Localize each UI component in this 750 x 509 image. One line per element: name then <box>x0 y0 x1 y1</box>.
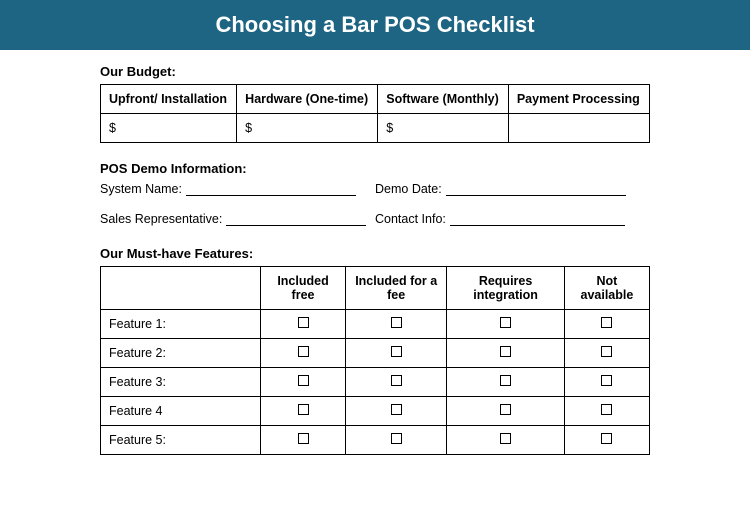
sales-rep-input[interactable] <box>226 212 366 226</box>
checkbox-icon[interactable] <box>500 375 511 386</box>
checkbox-icon[interactable] <box>601 346 612 357</box>
feature-checkbox-cell[interactable] <box>261 397 346 426</box>
checkbox-icon[interactable] <box>391 404 402 415</box>
feature-checkbox-cell[interactable] <box>564 368 649 397</box>
feature-checkbox-cell[interactable] <box>346 310 447 339</box>
features-label: Our Must-have Features: <box>100 246 650 261</box>
contact-info-label: Contact Info: <box>375 212 450 226</box>
checkbox-icon[interactable] <box>500 433 511 444</box>
budget-label: Our Budget: <box>100 64 650 79</box>
budget-val-upfront[interactable]: $ <box>101 114 237 143</box>
feature-name-cell: Feature 3: <box>101 368 261 397</box>
checkbox-icon[interactable] <box>298 375 309 386</box>
page-title: Choosing a Bar POS Checklist <box>215 12 534 37</box>
feature-checkbox-cell[interactable] <box>564 310 649 339</box>
demo-date-input[interactable] <box>446 182 626 196</box>
feature-checkbox-cell[interactable] <box>346 368 447 397</box>
feature-checkbox-cell[interactable] <box>346 426 447 455</box>
system-name-input[interactable] <box>186 182 356 196</box>
features-col-included-fee: Included for a fee <box>346 267 447 310</box>
feature-row: Feature 5: <box>101 426 650 455</box>
checkbox-icon[interactable] <box>391 375 402 386</box>
feature-checkbox-cell[interactable] <box>261 339 346 368</box>
checkbox-icon[interactable] <box>298 433 309 444</box>
feature-checkbox-cell[interactable] <box>564 339 649 368</box>
sales-rep-label: Sales Representative: <box>100 212 226 226</box>
demo-date-label: Demo Date: <box>375 182 446 196</box>
budget-col-upfront: Upfront/ Installation <box>101 85 237 114</box>
feature-checkbox-cell[interactable] <box>447 368 565 397</box>
budget-val-software[interactable]: $ <box>378 114 509 143</box>
feature-row: Feature 2: <box>101 339 650 368</box>
feature-name-cell: Feature 1: <box>101 310 261 339</box>
checkbox-icon[interactable] <box>500 404 511 415</box>
checkbox-icon[interactable] <box>298 317 309 328</box>
checkbox-icon[interactable] <box>298 346 309 357</box>
checkbox-icon[interactable] <box>500 317 511 328</box>
demo-section: POS Demo Information: System Name: Demo … <box>100 161 650 226</box>
checkbox-icon[interactable] <box>391 346 402 357</box>
feature-checkbox-cell[interactable] <box>346 397 447 426</box>
contact-info-input[interactable] <box>450 212 625 226</box>
feature-checkbox-cell[interactable] <box>447 426 565 455</box>
budget-val-payment[interactable] <box>508 114 649 143</box>
features-col-included-free: Included free <box>261 267 346 310</box>
feature-checkbox-cell[interactable] <box>564 426 649 455</box>
budget-col-hardware: Hardware (One-time) <box>237 85 378 114</box>
feature-row: Feature 3: <box>101 368 650 397</box>
checkbox-icon[interactable] <box>500 346 511 357</box>
demo-label: POS Demo Information: <box>100 161 650 176</box>
checkbox-icon[interactable] <box>601 404 612 415</box>
page-title-bar: Choosing a Bar POS Checklist <box>0 0 750 50</box>
features-col-blank <box>101 267 261 310</box>
feature-checkbox-cell[interactable] <box>261 368 346 397</box>
features-section: Our Must-have Features: Included free In… <box>100 246 650 455</box>
budget-col-payment: Payment Processing <box>508 85 649 114</box>
checkbox-icon[interactable] <box>391 317 402 328</box>
budget-col-software: Software (Monthly) <box>378 85 509 114</box>
feature-checkbox-cell[interactable] <box>447 310 565 339</box>
feature-checkbox-cell[interactable] <box>447 339 565 368</box>
features-col-not-available: Not available <box>564 267 649 310</box>
feature-name-cell: Feature 5: <box>101 426 261 455</box>
checkbox-icon[interactable] <box>601 317 612 328</box>
feature-checkbox-cell[interactable] <box>447 397 565 426</box>
feature-row: Feature 4 <box>101 397 650 426</box>
features-table: Included free Included for a fee Require… <box>100 266 650 455</box>
system-name-label: System Name: <box>100 182 186 196</box>
checkbox-icon[interactable] <box>601 375 612 386</box>
budget-section: Our Budget: Upfront/ Installation Hardwa… <box>100 64 650 143</box>
feature-name-cell: Feature 2: <box>101 339 261 368</box>
feature-checkbox-cell[interactable] <box>261 310 346 339</box>
feature-checkbox-cell[interactable] <box>346 339 447 368</box>
budget-val-hardware[interactable]: $ <box>237 114 378 143</box>
checkbox-icon[interactable] <box>391 433 402 444</box>
feature-checkbox-cell[interactable] <box>564 397 649 426</box>
features-col-requires-integration: Requires integration <box>447 267 565 310</box>
feature-name-cell: Feature 4 <box>101 397 261 426</box>
budget-table: Upfront/ Installation Hardware (One-time… <box>100 84 650 143</box>
feature-row: Feature 1: <box>101 310 650 339</box>
checkbox-icon[interactable] <box>601 433 612 444</box>
feature-checkbox-cell[interactable] <box>261 426 346 455</box>
content-area: Our Budget: Upfront/ Installation Hardwa… <box>0 50 750 455</box>
checkbox-icon[interactable] <box>298 404 309 415</box>
